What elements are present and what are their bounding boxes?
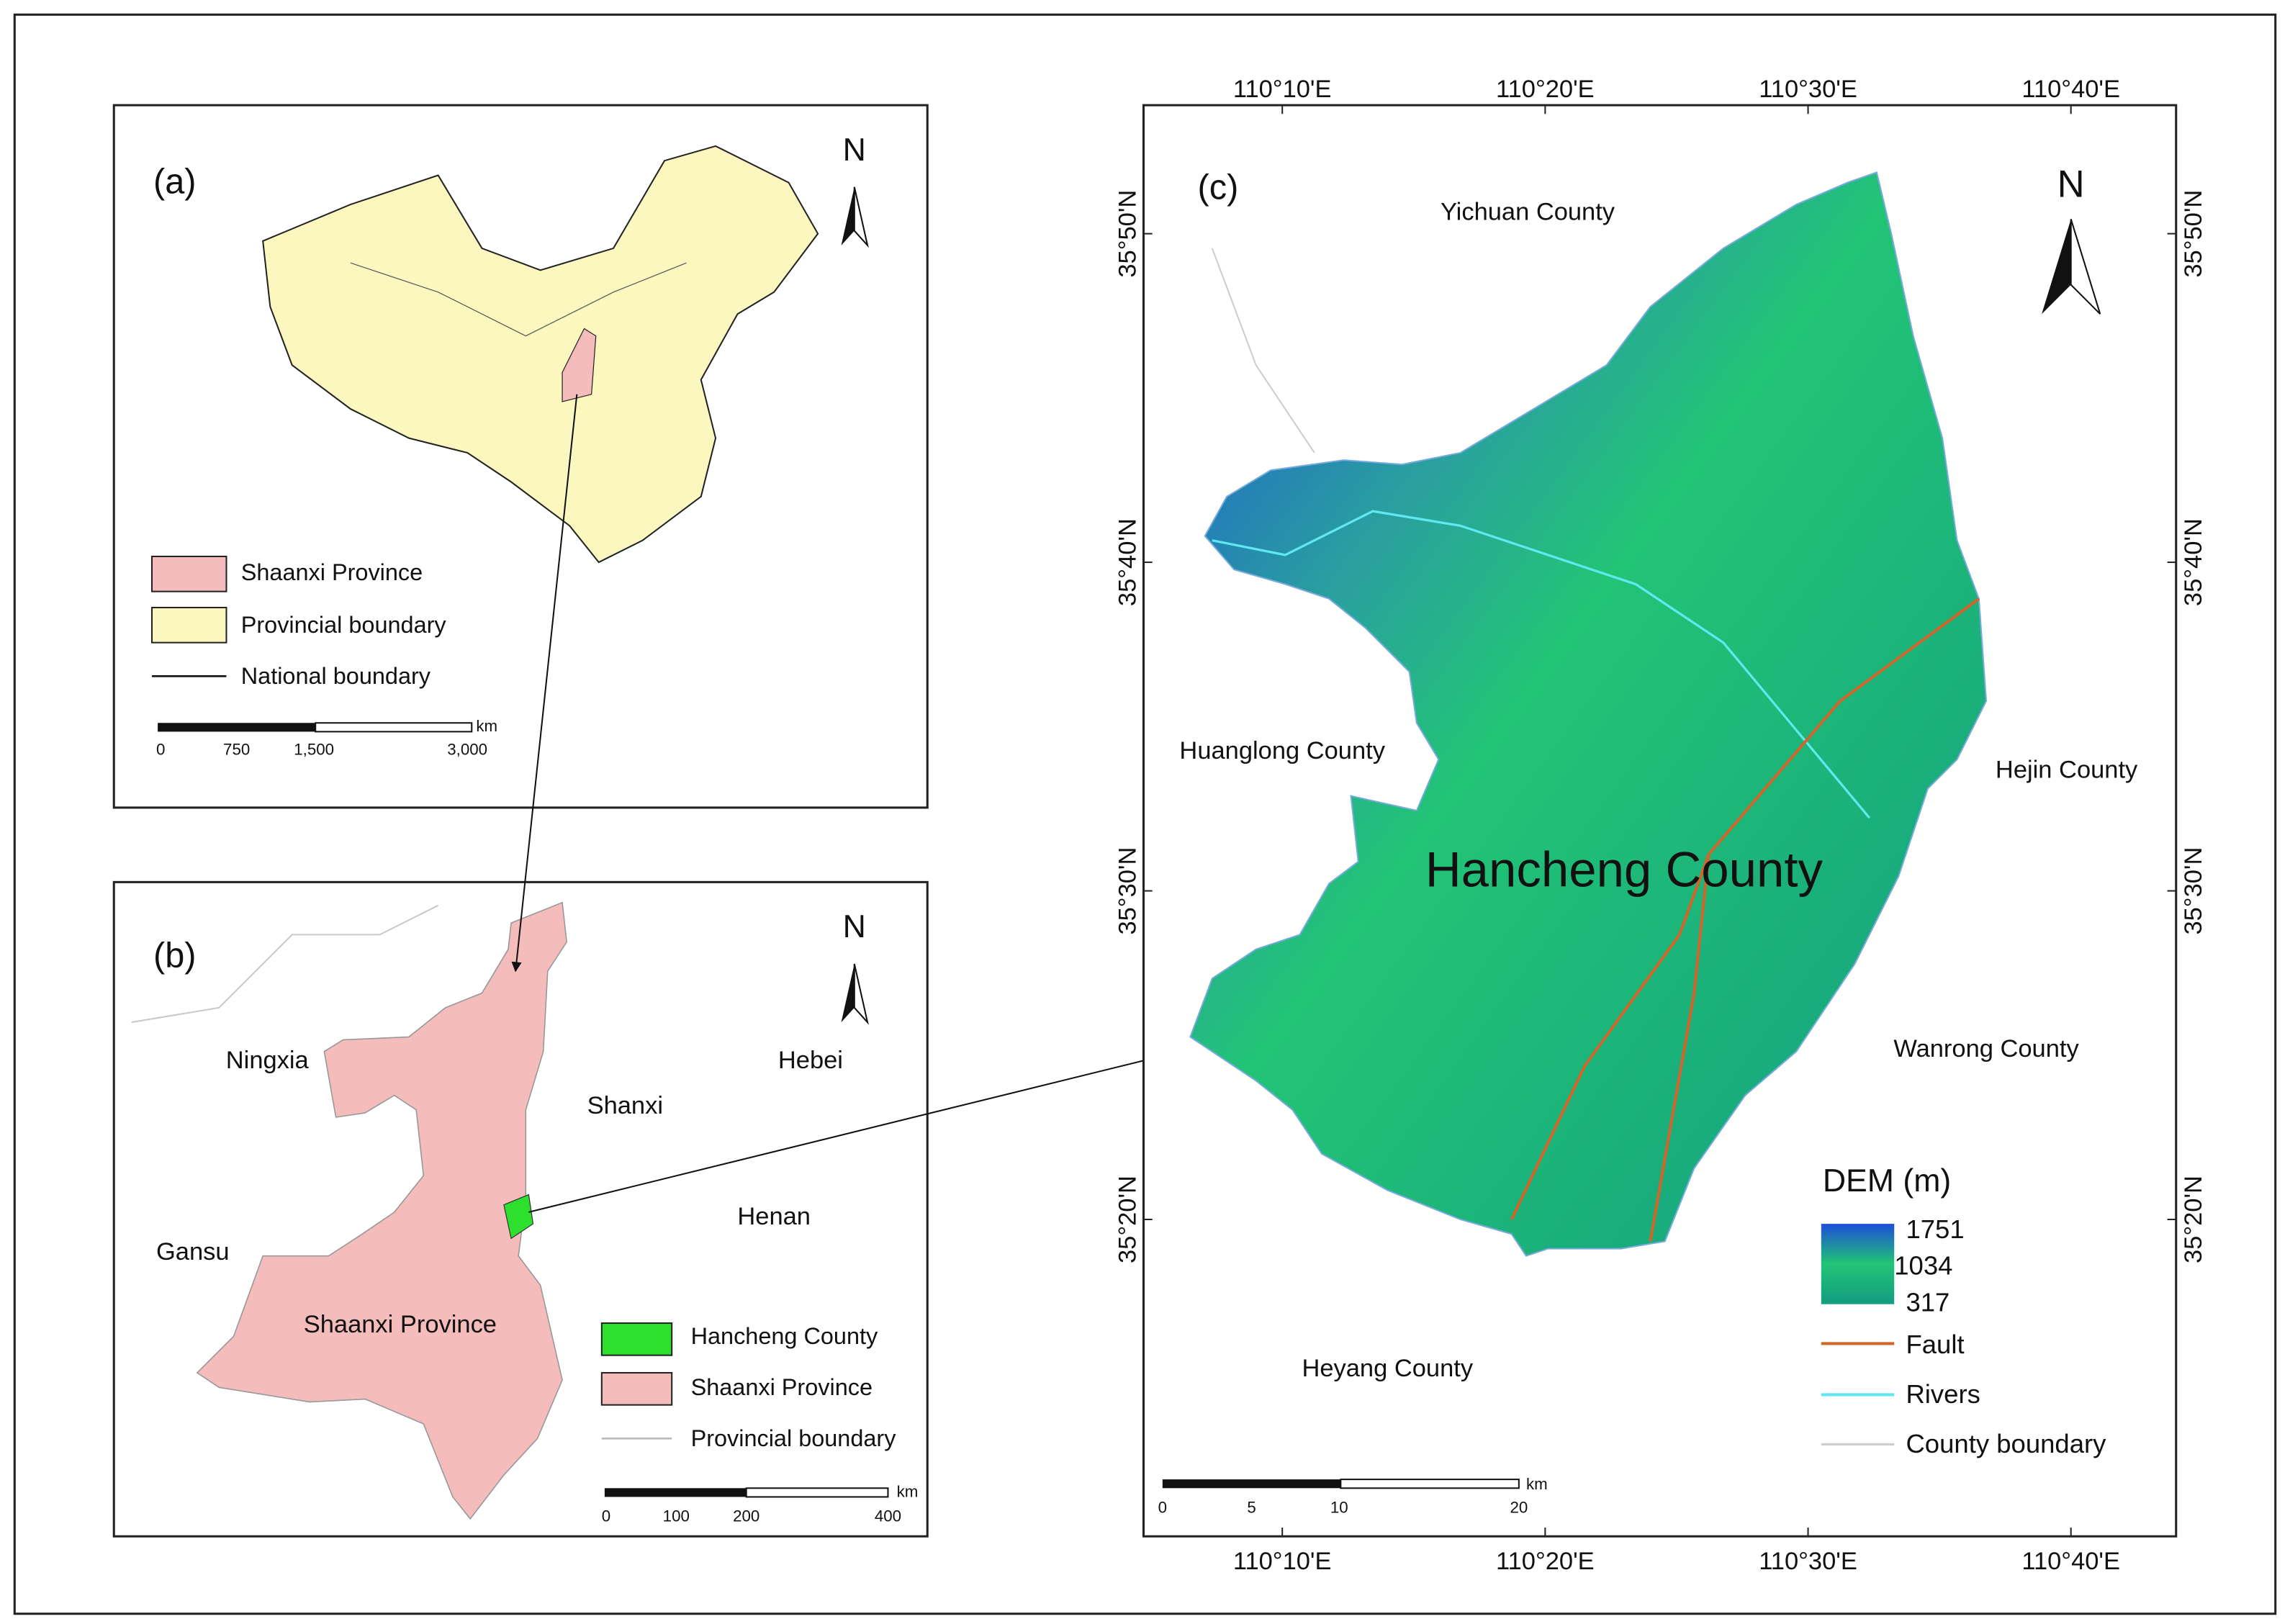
china-map — [262, 145, 819, 564]
dem-surface — [1189, 171, 1988, 1257]
county-label: Hejin County — [1996, 756, 2138, 783]
county-boundaries — [1211, 248, 1315, 454]
legend-label: Hancheng County — [691, 1323, 878, 1349]
place-label: Hebei — [778, 1047, 843, 1074]
scale-bar — [1162, 1479, 1341, 1489]
legend-swatch — [150, 555, 227, 592]
scale-bar — [745, 1487, 889, 1498]
north-arrow — [853, 963, 869, 1025]
legend-swatch — [600, 1372, 673, 1406]
place-label: Shanxi — [587, 1092, 663, 1119]
scale-label: 20 — [1510, 1499, 1528, 1517]
connector-arrow — [511, 394, 578, 973]
lon-label: 110°30'E — [1759, 1548, 1857, 1575]
scale-bar — [315, 722, 473, 733]
hancheng-highlight — [503, 1194, 534, 1240]
lat-label: 35°30'N — [1114, 847, 1141, 935]
dem-label: 1751 — [1906, 1214, 1964, 1244]
provincial-boundaries — [350, 262, 687, 337]
north-arrow — [841, 186, 855, 245]
north-arrow — [841, 963, 855, 1023]
county-title: Hancheng County — [1425, 842, 1824, 897]
north-label: N — [843, 909, 866, 944]
lon-label: 110°20'E — [1496, 1548, 1595, 1575]
shaanxi-map — [196, 901, 567, 1520]
lon-label: 110°30'E — [1759, 76, 1857, 103]
outer-frame — [13, 13, 2277, 1615]
scale-label: 0 — [156, 741, 165, 759]
scale-unit: km — [1526, 1475, 1548, 1493]
scale-bar — [158, 723, 316, 732]
lon-label: 110°40'E — [2021, 1548, 2120, 1575]
lat-label: 35°50'N — [2180, 190, 2207, 278]
north-label: N — [843, 132, 866, 168]
scale-label: 100 — [663, 1507, 690, 1525]
county-label: Heyang County — [1302, 1355, 1473, 1382]
dem-label: 317 — [1906, 1287, 1949, 1317]
scale-label: 3,000 — [447, 741, 487, 759]
legend-label: Provincial boundary — [691, 1425, 897, 1451]
shaanxi-highlight — [562, 328, 597, 402]
scale-label: 200 — [733, 1507, 759, 1525]
legend-swatch — [150, 606, 227, 644]
scale-unit: km — [476, 717, 497, 735]
scale-bar — [604, 1488, 747, 1497]
panel-c: (c) N Hancheng County Yichuan County Hua… — [1114, 76, 2207, 1575]
legend-label: National boundary — [241, 663, 431, 689]
legend-title: DEM (m) — [1823, 1163, 1951, 1199]
lon-label: 110°10'E — [1233, 1548, 1332, 1575]
scale-label: 0 — [602, 1507, 610, 1525]
lat-label: 35°40'N — [1114, 518, 1141, 606]
coordinate-labels: 110°10'E 110°10'E 110°20'E 110°20'E 110°30'E… — [1114, 76, 2207, 1575]
scale-label: 1,500 — [294, 741, 334, 759]
lat-label: 35°20'N — [1114, 1176, 1141, 1263]
lon-label: 110°40'E — [2021, 76, 2120, 103]
place-label: Gansu — [156, 1238, 230, 1266]
panel-label: (a) — [153, 163, 196, 202]
panel-a: (a) N Shaanxi Province Provincial bounda… — [112, 104, 929, 809]
legend-swatch — [600, 1322, 673, 1356]
scale-label: 0 — [1158, 1499, 1167, 1517]
county-label: Wanrong County — [1893, 1035, 2079, 1063]
north-arrow — [853, 186, 869, 248]
lat-label: 35°30'N — [2180, 847, 2207, 935]
panel-label: (c) — [1198, 168, 1239, 207]
county-label: Huanglong County — [1179, 737, 1385, 764]
scale-bar — [1340, 1479, 1520, 1489]
scale-label: 10 — [1330, 1499, 1348, 1517]
county-label: Yichuan County — [1441, 198, 1615, 225]
place-label: Henan — [737, 1203, 811, 1230]
fault-line — [1510, 597, 1980, 1220]
scale-label: 5 — [1247, 1499, 1256, 1517]
north-label: N — [2057, 163, 2085, 206]
scale-label: 400 — [875, 1507, 901, 1525]
legend-label: Shaanxi Province — [691, 1374, 873, 1400]
dem-color-bar — [1821, 1224, 1895, 1304]
scale-label: 750 — [223, 741, 250, 759]
provincial-boundaries — [131, 904, 439, 1024]
lat-label: 35°20'N — [2180, 1176, 2207, 1263]
lat-label: 35°50'N — [1114, 190, 1141, 278]
panel-b: (b) N Ningxia Shanxi Hebei Gansu Henan S… — [112, 880, 929, 1538]
legend-label: County boundary — [1906, 1429, 2106, 1458]
legend-label: Rivers — [1906, 1379, 1980, 1409]
legend-label: Shaanxi Province — [241, 559, 423, 585]
dem-label: 1034 — [1894, 1251, 1952, 1281]
lon-label: 110°10'E — [1233, 76, 1332, 103]
place-label: Ningxia — [226, 1047, 310, 1074]
panel-label: (b) — [153, 937, 196, 975]
north-arrow — [2070, 219, 2101, 315]
fault-line — [1649, 854, 1710, 1242]
lon-label: 110°20'E — [1496, 76, 1595, 103]
place-label: Shaanxi Province — [304, 1311, 497, 1338]
legend-label: Fault — [1906, 1330, 1964, 1359]
scale-unit: km — [897, 1482, 919, 1500]
lat-label: 35°40'N — [2180, 518, 2207, 606]
legend-label: Provincial boundary — [241, 612, 447, 638]
rivers — [1212, 510, 1870, 819]
